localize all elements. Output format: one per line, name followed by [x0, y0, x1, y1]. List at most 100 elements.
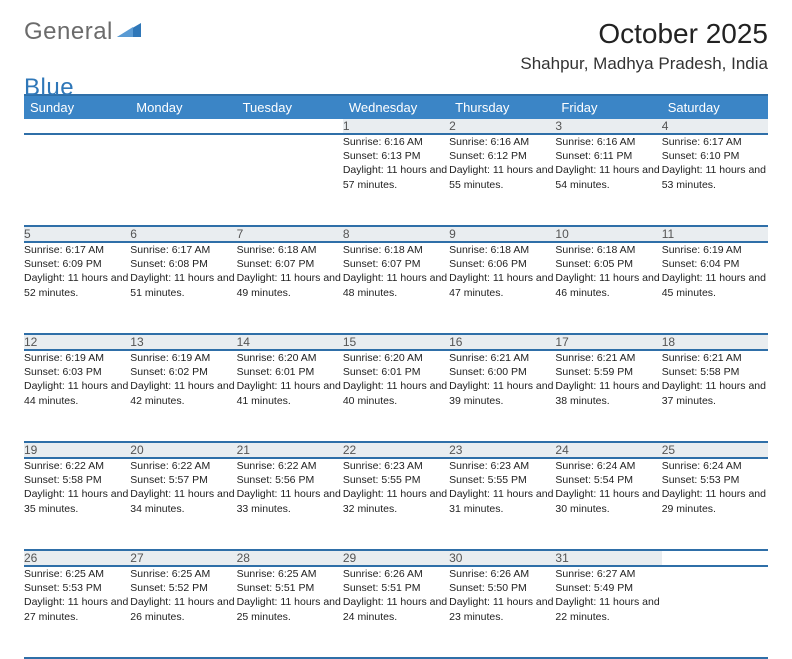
- sunset-line: Sunset: 6:01 PM: [237, 365, 343, 379]
- day-number-cell: 13: [130, 334, 236, 350]
- sunrise-line: Sunrise: 6:16 AM: [449, 135, 555, 149]
- sunrise-line: Sunrise: 6:18 AM: [449, 243, 555, 257]
- sunset-line: Sunset: 6:09 PM: [24, 257, 130, 271]
- day-content-cell: Sunrise: 6:25 AMSunset: 5:53 PMDaylight:…: [24, 566, 130, 658]
- daylight-line: Daylight: 11 hours and 39 minutes.: [449, 379, 555, 407]
- sunrise-line: Sunrise: 6:17 AM: [662, 135, 768, 149]
- sunset-line: Sunset: 5:55 PM: [343, 473, 449, 487]
- sunrise-line: Sunrise: 6:21 AM: [449, 351, 555, 365]
- day-number-cell: 23: [449, 442, 555, 458]
- day-content-cell: Sunrise: 6:22 AMSunset: 5:58 PMDaylight:…: [24, 458, 130, 550]
- sunrise-line: Sunrise: 6:23 AM: [449, 459, 555, 473]
- day-content-cell: Sunrise: 6:17 AMSunset: 6:08 PMDaylight:…: [130, 242, 236, 334]
- weekday-header: Tuesday: [237, 95, 343, 119]
- brand-triangle-icon: [117, 21, 143, 39]
- daylight-line: Daylight: 11 hours and 48 minutes.: [343, 271, 449, 299]
- day-content-cell: Sunrise: 6:16 AMSunset: 6:13 PMDaylight:…: [343, 134, 449, 226]
- day-number-row: 19202122232425: [24, 442, 768, 458]
- day-number-cell: 5: [24, 226, 130, 242]
- sunset-line: Sunset: 5:58 PM: [662, 365, 768, 379]
- sunset-line: Sunset: 5:55 PM: [449, 473, 555, 487]
- day-number-cell: [237, 119, 343, 134]
- sunrise-line: Sunrise: 6:22 AM: [237, 459, 343, 473]
- brand-word2: Blue: [24, 74, 74, 102]
- sunset-line: Sunset: 5:51 PM: [343, 581, 449, 595]
- day-content-cell: Sunrise: 6:26 AMSunset: 5:51 PMDaylight:…: [343, 566, 449, 658]
- daylight-line: Daylight: 11 hours and 22 minutes.: [555, 595, 661, 623]
- sunset-line: Sunset: 5:59 PM: [555, 365, 661, 379]
- sunrise-line: Sunrise: 6:18 AM: [343, 243, 449, 257]
- day-number-cell: 27: [130, 550, 236, 566]
- sunset-line: Sunset: 6:02 PM: [130, 365, 236, 379]
- sunrise-line: Sunrise: 6:25 AM: [130, 567, 236, 581]
- day-content-cell: Sunrise: 6:26 AMSunset: 5:50 PMDaylight:…: [449, 566, 555, 658]
- day-number-cell: 7: [237, 226, 343, 242]
- day-content-cell: Sunrise: 6:19 AMSunset: 6:02 PMDaylight:…: [130, 350, 236, 442]
- day-content-cell: Sunrise: 6:19 AMSunset: 6:04 PMDaylight:…: [662, 242, 768, 334]
- day-content-cell: [237, 134, 343, 226]
- daylight-line: Daylight: 11 hours and 57 minutes.: [343, 163, 449, 191]
- sunset-line: Sunset: 5:57 PM: [130, 473, 236, 487]
- sunset-line: Sunset: 6:10 PM: [662, 149, 768, 163]
- daylight-line: Daylight: 11 hours and 38 minutes.: [555, 379, 661, 407]
- sunrise-line: Sunrise: 6:16 AM: [343, 135, 449, 149]
- sunrise-line: Sunrise: 6:23 AM: [343, 459, 449, 473]
- day-content-cell: Sunrise: 6:18 AMSunset: 6:07 PMDaylight:…: [343, 242, 449, 334]
- day-content-cell: Sunrise: 6:20 AMSunset: 6:01 PMDaylight:…: [237, 350, 343, 442]
- daylight-line: Daylight: 11 hours and 30 minutes.: [555, 487, 661, 515]
- day-content-cell: Sunrise: 6:17 AMSunset: 6:09 PMDaylight:…: [24, 242, 130, 334]
- day-number-cell: 10: [555, 226, 661, 242]
- header: General October 2025 Shahpur, Madhya Pra…: [24, 18, 768, 74]
- day-number-cell: 6: [130, 226, 236, 242]
- day-number-cell: 1: [343, 119, 449, 134]
- day-content-cell: [662, 566, 768, 658]
- day-number-cell: 30: [449, 550, 555, 566]
- day-number-cell: 25: [662, 442, 768, 458]
- day-number-row: 12131415161718: [24, 334, 768, 350]
- day-content-cell: [24, 134, 130, 226]
- day-number-cell: 29: [343, 550, 449, 566]
- daylight-line: Daylight: 11 hours and 34 minutes.: [130, 487, 236, 515]
- day-content-cell: Sunrise: 6:22 AMSunset: 5:56 PMDaylight:…: [237, 458, 343, 550]
- daylight-line: Daylight: 11 hours and 41 minutes.: [237, 379, 343, 407]
- sunset-line: Sunset: 5:50 PM: [449, 581, 555, 595]
- day-content-row: Sunrise: 6:17 AMSunset: 6:09 PMDaylight:…: [24, 242, 768, 334]
- sunrise-line: Sunrise: 6:16 AM: [555, 135, 661, 149]
- day-content-row: Sunrise: 6:19 AMSunset: 6:03 PMDaylight:…: [24, 350, 768, 442]
- sunrise-line: Sunrise: 6:26 AM: [343, 567, 449, 581]
- sunrise-line: Sunrise: 6:20 AM: [237, 351, 343, 365]
- sunrise-line: Sunrise: 6:25 AM: [24, 567, 130, 581]
- weekday-header: Wednesday: [343, 95, 449, 119]
- sunset-line: Sunset: 5:56 PM: [237, 473, 343, 487]
- sunrise-line: Sunrise: 6:18 AM: [237, 243, 343, 257]
- day-content-cell: Sunrise: 6:23 AMSunset: 5:55 PMDaylight:…: [343, 458, 449, 550]
- sunset-line: Sunset: 5:49 PM: [555, 581, 661, 595]
- sunrise-line: Sunrise: 6:25 AM: [237, 567, 343, 581]
- day-content-cell: Sunrise: 6:25 AMSunset: 5:52 PMDaylight:…: [130, 566, 236, 658]
- day-number-cell: [662, 550, 768, 566]
- day-number-cell: 24: [555, 442, 661, 458]
- sunset-line: Sunset: 6:11 PM: [555, 149, 661, 163]
- day-content-cell: Sunrise: 6:18 AMSunset: 6:05 PMDaylight:…: [555, 242, 661, 334]
- day-number-cell: 8: [343, 226, 449, 242]
- sunset-line: Sunset: 6:12 PM: [449, 149, 555, 163]
- daylight-line: Daylight: 11 hours and 47 minutes.: [449, 271, 555, 299]
- day-number-row: 567891011: [24, 226, 768, 242]
- sunrise-line: Sunrise: 6:17 AM: [24, 243, 130, 257]
- day-number-cell: [24, 119, 130, 134]
- daylight-line: Daylight: 11 hours and 27 minutes.: [24, 595, 130, 623]
- sunrise-line: Sunrise: 6:27 AM: [555, 567, 661, 581]
- day-number-cell: 26: [24, 550, 130, 566]
- day-number-cell: 15: [343, 334, 449, 350]
- daylight-line: Daylight: 11 hours and 49 minutes.: [237, 271, 343, 299]
- brand-word1: General: [24, 18, 113, 46]
- day-content-cell: Sunrise: 6:24 AMSunset: 5:54 PMDaylight:…: [555, 458, 661, 550]
- daylight-line: Daylight: 11 hours and 51 minutes.: [130, 271, 236, 299]
- daylight-line: Daylight: 11 hours and 31 minutes.: [449, 487, 555, 515]
- sunset-line: Sunset: 6:07 PM: [343, 257, 449, 271]
- sunrise-line: Sunrise: 6:22 AM: [130, 459, 236, 473]
- day-number-cell: 17: [555, 334, 661, 350]
- day-content-cell: Sunrise: 6:23 AMSunset: 5:55 PMDaylight:…: [449, 458, 555, 550]
- daylight-line: Daylight: 11 hours and 23 minutes.: [449, 595, 555, 623]
- sunset-line: Sunset: 5:51 PM: [237, 581, 343, 595]
